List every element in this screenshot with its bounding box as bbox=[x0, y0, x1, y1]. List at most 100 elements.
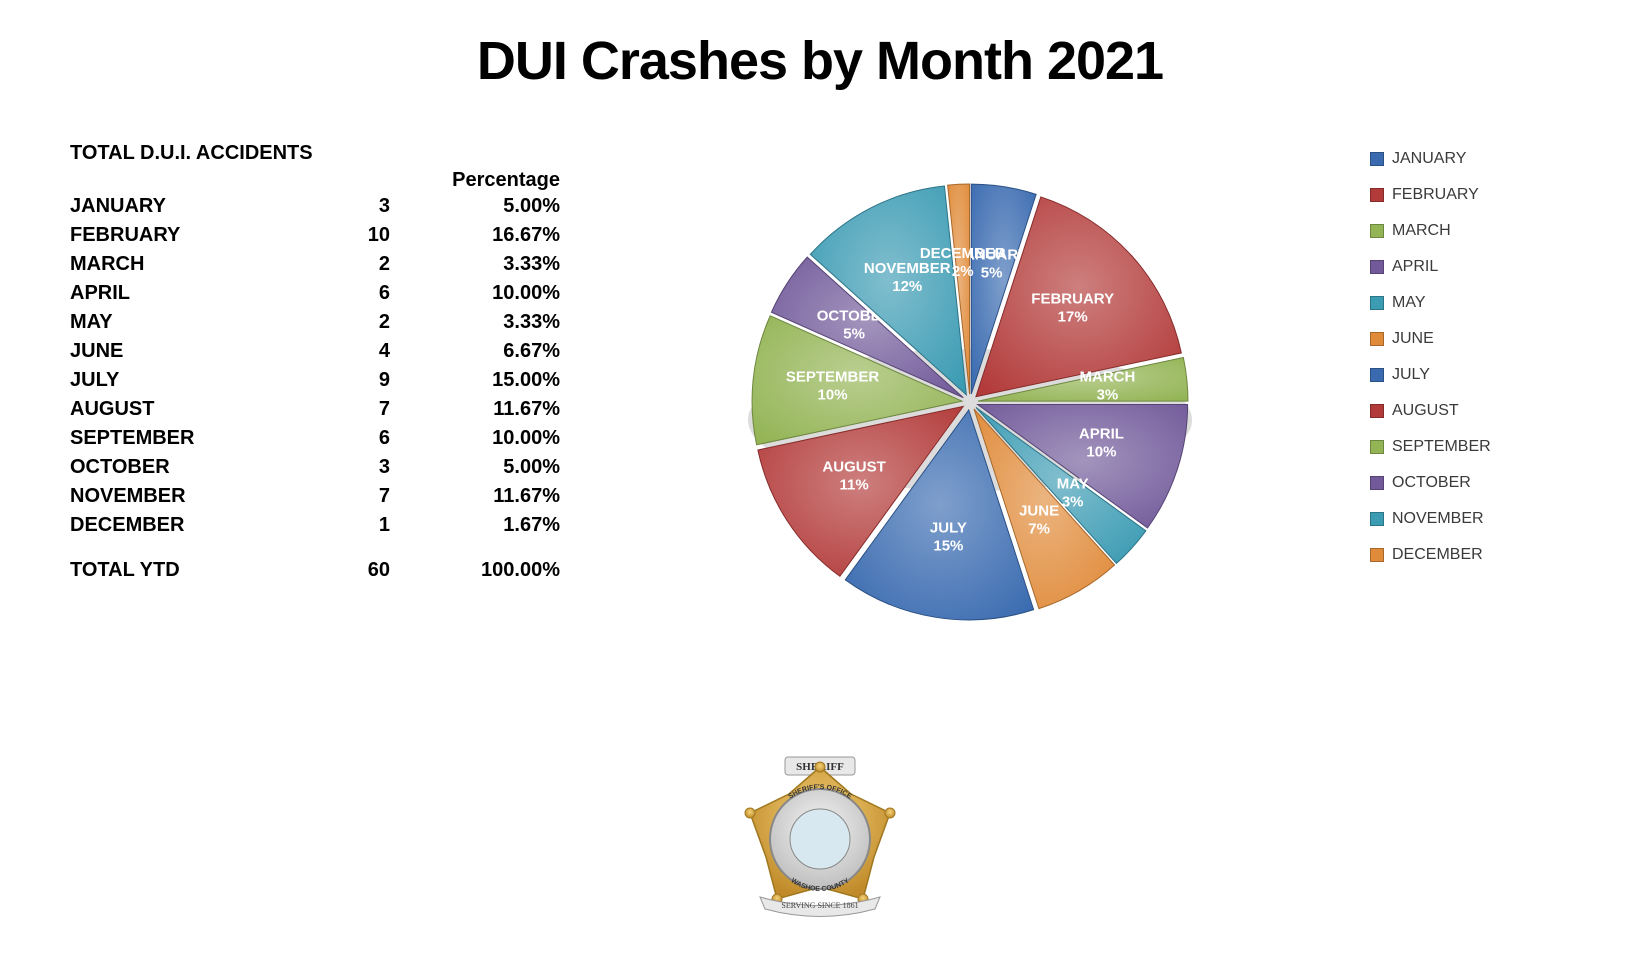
slice-pct-november: 12% bbox=[892, 278, 922, 295]
slice-label-november: NOVEMBER bbox=[864, 260, 951, 277]
row-pct: 10.00% bbox=[390, 279, 560, 308]
legend-label: OCTOBER bbox=[1392, 474, 1471, 492]
row-count: 3 bbox=[330, 453, 390, 482]
row-month: MAY bbox=[70, 308, 330, 337]
legend-item: JANUARY bbox=[1370, 150, 1570, 168]
legend-item: JUNE bbox=[1370, 330, 1570, 348]
total-count: 60 bbox=[330, 556, 390, 585]
legend-label: JANUARY bbox=[1392, 150, 1466, 168]
data-table: TOTAL D.U.I. ACCIDENTS Percentage JANUAR… bbox=[70, 142, 570, 585]
row-count: 6 bbox=[330, 424, 390, 453]
legend-swatch bbox=[1370, 440, 1384, 454]
legend: JANUARYFEBRUARYMARCHAPRILMAYJUNEJULYAUGU… bbox=[1370, 142, 1570, 582]
legend-swatch bbox=[1370, 548, 1384, 562]
row-month: JANUARY bbox=[70, 192, 330, 221]
slice-pct-june: 7% bbox=[1028, 521, 1050, 538]
row-pct: 6.67% bbox=[390, 337, 560, 366]
legend-item: JULY bbox=[1370, 366, 1570, 384]
legend-label: SEPTEMBER bbox=[1392, 438, 1491, 456]
row-count: 6 bbox=[330, 279, 390, 308]
table-row: SEPTEMBER610.00% bbox=[70, 424, 570, 453]
row-month: MARCH bbox=[70, 250, 330, 279]
row-pct: 11.67% bbox=[390, 395, 560, 424]
table-row: APRIL610.00% bbox=[70, 279, 570, 308]
row-pct: 3.33% bbox=[390, 250, 560, 279]
table-header-row: Percentage bbox=[70, 169, 570, 192]
row-count: 3 bbox=[330, 192, 390, 221]
legend-item: FEBRUARY bbox=[1370, 186, 1570, 204]
row-count: 7 bbox=[330, 482, 390, 511]
slice-label-may: MAY bbox=[1057, 475, 1089, 492]
row-month: APRIL bbox=[70, 279, 330, 308]
sheriff-badge: SHERIFF SHERIFF'S OFFICE WASHOE COUNTY bbox=[735, 749, 905, 924]
row-month: AUGUST bbox=[70, 395, 330, 424]
slice-pct-march: 3% bbox=[1097, 387, 1119, 404]
row-count: 10 bbox=[330, 221, 390, 250]
slice-pct-january: 5% bbox=[981, 265, 1003, 282]
slice-pct-december: 2% bbox=[952, 263, 974, 280]
slice-pct-october: 5% bbox=[843, 326, 865, 343]
legend-swatch bbox=[1370, 296, 1384, 310]
slice-pct-february: 17% bbox=[1058, 309, 1088, 326]
slice-pct-may: 3% bbox=[1062, 493, 1084, 510]
table-row: OCTOBER35.00% bbox=[70, 453, 570, 482]
row-month: NOVEMBER bbox=[70, 482, 330, 511]
total-pct: 100.00% bbox=[390, 556, 560, 585]
legend-label: DECEMBER bbox=[1392, 546, 1483, 564]
legend-swatch bbox=[1370, 404, 1384, 418]
legend-label: NOVEMBER bbox=[1392, 510, 1484, 528]
slice-pct-august: 11% bbox=[839, 476, 868, 493]
table-header-blank bbox=[70, 169, 330, 192]
legend-item: SEPTEMBER bbox=[1370, 438, 1570, 456]
table-row: JULY915.00% bbox=[70, 366, 570, 395]
legend-label: AUGUST bbox=[1392, 402, 1459, 420]
legend-label: JUNE bbox=[1392, 330, 1434, 348]
row-pct: 10.00% bbox=[390, 424, 560, 453]
slice-label-april: APRIL bbox=[1079, 426, 1124, 443]
row-pct: 15.00% bbox=[390, 366, 560, 395]
legend-label: MARCH bbox=[1392, 222, 1451, 240]
slice-pct-july: 15% bbox=[933, 537, 963, 554]
slice-pct-april: 10% bbox=[1086, 444, 1116, 461]
legend-swatch bbox=[1370, 476, 1384, 490]
table-heading: TOTAL D.U.I. ACCIDENTS bbox=[70, 142, 570, 165]
row-pct: 1.67% bbox=[390, 511, 560, 540]
legend-swatch bbox=[1370, 260, 1384, 274]
table-row: MARCH23.33% bbox=[70, 250, 570, 279]
slice-label-march: MARCH bbox=[1080, 369, 1136, 386]
total-label: TOTAL YTD bbox=[70, 556, 330, 585]
table-row: FEBRUARY1016.67% bbox=[70, 221, 570, 250]
row-count: 1 bbox=[330, 511, 390, 540]
row-count: 4 bbox=[330, 337, 390, 366]
row-pct: 3.33% bbox=[390, 308, 560, 337]
slice-label-july: JULY bbox=[930, 519, 967, 536]
row-month: FEBRUARY bbox=[70, 221, 330, 250]
row-pct: 11.67% bbox=[390, 482, 560, 511]
row-count: 9 bbox=[330, 366, 390, 395]
page: DUI Crashes by Month 2021 TOTAL D.U.I. A… bbox=[0, 30, 1640, 954]
table-body: JANUARY35.00%FEBRUARY1016.67%MARCH23.33%… bbox=[70, 192, 570, 540]
legend-item: DECEMBER bbox=[1370, 546, 1570, 564]
row-pct: 5.00% bbox=[390, 192, 560, 221]
legend-item: NOVEMBER bbox=[1370, 510, 1570, 528]
row-count: 7 bbox=[330, 395, 390, 424]
slice-label-august: AUGUST bbox=[822, 458, 885, 475]
page-title: DUI Crashes by Month 2021 bbox=[70, 30, 1570, 92]
legend-swatch bbox=[1370, 368, 1384, 382]
legend-label: JULY bbox=[1392, 366, 1430, 384]
table-row: NOVEMBER711.67% bbox=[70, 482, 570, 511]
legend-label: APRIL bbox=[1392, 258, 1438, 276]
slice-label-december: DECEMBER bbox=[920, 245, 1006, 262]
slice-label-february: FEBRUARY bbox=[1031, 291, 1114, 308]
pie-chart-block: JANUARY5%FEBRUARY17%MARCH3%APRIL10%MAY3%… bbox=[700, 142, 1240, 682]
legend-swatch bbox=[1370, 152, 1384, 166]
legend-item: APRIL bbox=[1370, 258, 1570, 276]
badge-banner: SERVING SINCE 1861 bbox=[781, 901, 858, 910]
table-row: DECEMBER11.67% bbox=[70, 511, 570, 540]
legend-swatch bbox=[1370, 224, 1384, 238]
row-month: JUNE bbox=[70, 337, 330, 366]
table-row: JANUARY35.00% bbox=[70, 192, 570, 221]
row-count: 2 bbox=[330, 308, 390, 337]
row-pct: 16.67% bbox=[390, 221, 560, 250]
row-pct: 5.00% bbox=[390, 453, 560, 482]
